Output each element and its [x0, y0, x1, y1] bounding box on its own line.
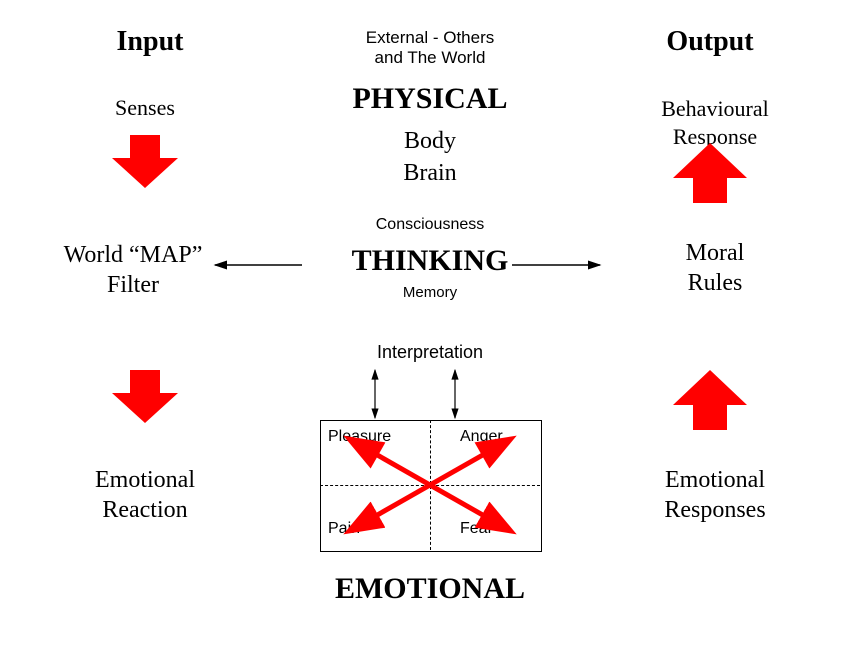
diagram-stage: Input External - Others and The World Ou…: [0, 0, 865, 649]
arrows-layer: [0, 0, 865, 649]
red-arrow-senses-down: [112, 135, 178, 188]
red-arrow-map-down: [112, 370, 178, 423]
red-arrow-emotional-up: [673, 370, 747, 430]
red-arrow-behavioural-up: [673, 143, 747, 203]
